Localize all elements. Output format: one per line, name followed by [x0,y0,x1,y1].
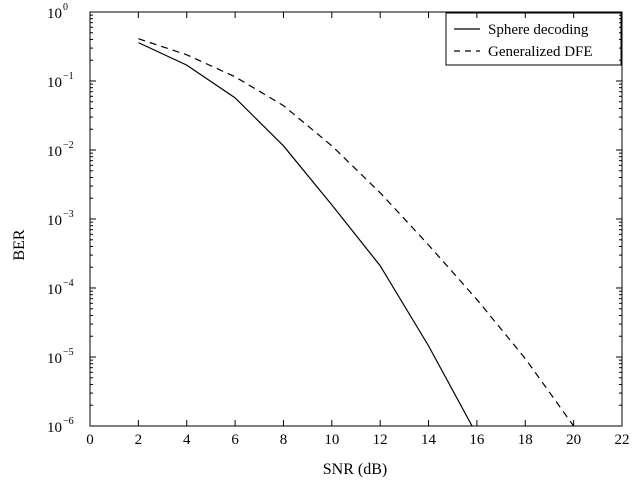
plot-frame [89,11,623,427]
series-line-generalized-dfe [138,38,575,427]
x-tick-label: 22 [615,432,630,448]
y-tick-exponent: −3 [63,209,74,220]
y-tick-label: 10 [47,6,62,22]
y-tick-exponent: −4 [63,278,74,289]
legend-label: Generalized DFE [488,44,593,60]
x-tick-label: 0 [86,432,94,448]
x-tick-label: 2 [135,432,143,448]
y-tick-exponent: −5 [63,347,74,358]
x-tick-label: 14 [421,432,437,448]
x-tick-label: 20 [566,432,581,448]
y-tick-exponent: −1 [63,71,74,82]
y-axis-title: BER [11,229,28,260]
y-tick-exponent: −2 [63,140,74,151]
legend-box [445,12,622,66]
y-tick-label: 10 [47,420,62,436]
x-tick-label: 8 [280,432,288,448]
x-tick-label: 12 [373,432,388,448]
x-tick-label: 4 [183,432,191,448]
y-tick-exponent: 0 [63,2,68,13]
series-line-sphere-decoding [138,42,473,427]
y-tick-exponent: −6 [63,416,74,427]
y-tick-label: 10 [47,75,62,91]
y-tick-label: 10 [47,282,62,298]
x-tick-label: 16 [469,432,485,448]
legend-label: Sphere decoding [488,22,589,38]
x-tick-label: 10 [324,432,339,448]
x-tick-label: 18 [518,432,533,448]
y-tick-label: 10 [47,213,62,229]
y-tick-label: 10 [47,351,62,367]
y-tick-label: 10 [47,144,62,160]
x-tick-label: 6 [231,432,239,448]
legend: Sphere decoding Generalized DFE [445,12,622,66]
x-axis-title: SNR (dB) [323,461,387,478]
